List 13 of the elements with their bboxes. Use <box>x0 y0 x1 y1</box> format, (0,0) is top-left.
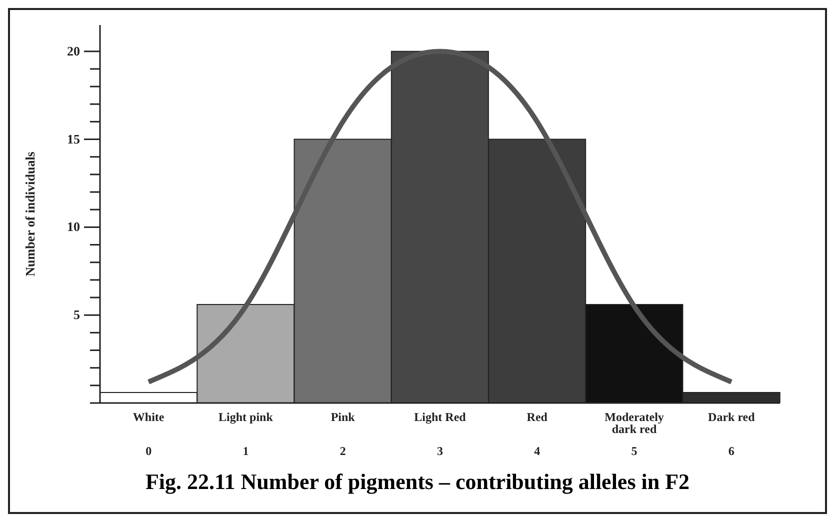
category-label: Pink 2 <box>330 410 355 458</box>
x-tick-label: Moderately dark red 5 <box>604 410 664 458</box>
y-axis-title: Number of individuals <box>22 152 38 276</box>
y-tick-label: 5 <box>74 307 80 322</box>
text: Fig. 22.11 Number of pigments – contributing alleles in F2 <box>144 469 691 495</box>
category-label: Light pink 1 <box>218 410 273 458</box>
y-tick-label: 20 <box>67 43 80 58</box>
category-label: Red 4 <box>526 410 548 458</box>
category-label: Light Red 3 <box>414 410 466 458</box>
category-label: White 0 <box>132 410 164 458</box>
y-tick-label: 10 <box>67 219 80 234</box>
category-label: Dark red 6 <box>708 410 755 458</box>
y-tick-label: 15 <box>67 131 80 146</box>
